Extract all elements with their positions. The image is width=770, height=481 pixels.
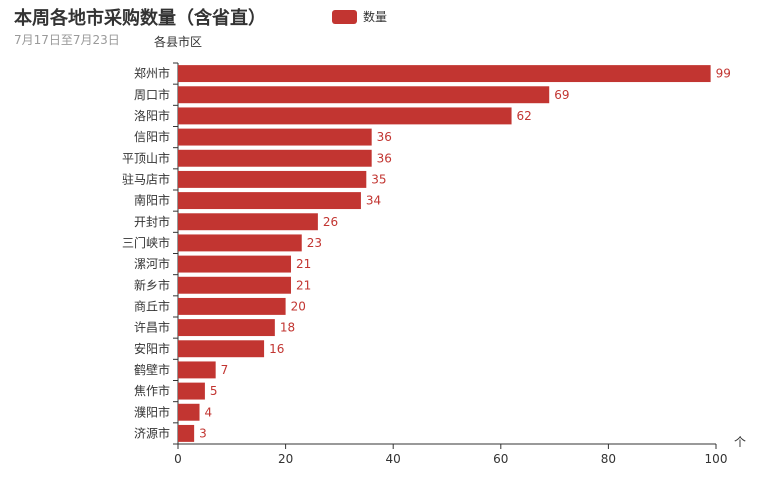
data-label: 26 [323, 215, 338, 229]
y-tick-label: 三门峡市 [122, 235, 170, 250]
bar[interactable] [178, 234, 302, 252]
bar[interactable] [178, 403, 200, 421]
bar[interactable] [178, 170, 367, 188]
bar[interactable] [178, 192, 361, 210]
data-label: 69 [554, 88, 569, 102]
y-tick-label: 安阳市 [134, 341, 170, 356]
y-tick-label: 焦作市 [134, 383, 170, 398]
data-label: 34 [366, 194, 381, 208]
data-label: 20 [291, 299, 306, 313]
y-tick-label: 开封市 [134, 214, 170, 229]
bar[interactable] [178, 255, 291, 273]
bar[interactable] [178, 149, 372, 167]
bar[interactable] [178, 319, 275, 337]
data-label: 21 [296, 257, 311, 271]
bar[interactable] [178, 361, 216, 379]
chart-title: 本周各地市采购数量（含省直） [14, 8, 266, 29]
x-tick-label: 0 [174, 452, 182, 466]
scroll-up-icon[interactable]: 个 [734, 435, 746, 449]
y-tick-label: 驻马店市 [122, 171, 170, 186]
data-label: 18 [280, 321, 295, 335]
bar[interactable] [178, 382, 205, 400]
y-tick-label: 南阳市 [134, 193, 170, 208]
bar[interactable] [178, 213, 318, 231]
y-tick-label: 信阳市 [134, 129, 170, 144]
bar[interactable] [178, 340, 265, 358]
y-tick-label: 洛阳市 [134, 108, 170, 123]
data-label: 16 [269, 342, 284, 356]
y-tick-label: 郑州市 [134, 66, 170, 81]
bar[interactable] [178, 128, 372, 146]
legend[interactable]: 数量 [332, 8, 387, 25]
y-tick-label: 周口市 [134, 87, 170, 102]
y-tick-label: 平顶山市 [122, 150, 170, 165]
legend-label[interactable]: 数量 [363, 10, 388, 24]
bar[interactable] [178, 107, 512, 125]
data-label: 21 [296, 278, 311, 292]
bar[interactable] [178, 276, 291, 294]
x-tick-label: 80 [601, 452, 616, 466]
y-tick-label: 濮阳市 [134, 404, 170, 419]
data-label: 5 [210, 384, 218, 398]
x-tick-label: 20 [278, 452, 293, 466]
data-label: 36 [377, 130, 392, 144]
data-label: 7 [221, 363, 229, 377]
chart-subtitle: 7月17日至7月23日 [14, 33, 120, 47]
bar[interactable] [178, 86, 550, 104]
data-label: 4 [205, 405, 213, 419]
data-label: 99 [716, 67, 731, 81]
y-axis: 郑州市周口市洛阳市信阳市平顶山市驻马店市南阳市开封市三门峡市漯河市新乡市商丘市许… [122, 62, 179, 445]
data-label: 3 [199, 426, 207, 440]
bar[interactable] [178, 297, 286, 315]
y-tick-label: 许昌市 [134, 320, 170, 335]
x-axis: 0 20 40 60 80 100 [174, 443, 728, 466]
bar[interactable] [178, 424, 195, 442]
x-tick-label: 40 [386, 452, 401, 466]
data-label: 35 [371, 172, 386, 186]
y-axis-title: 各县市区 [154, 34, 202, 49]
x-tick-label: 100 [705, 452, 728, 466]
legend-swatch[interactable] [332, 9, 357, 24]
bars [178, 65, 711, 442]
y-tick-label: 商丘市 [134, 298, 170, 313]
bar[interactable] [178, 65, 711, 83]
y-tick-label: 漯河市 [134, 256, 170, 271]
y-tick-label: 新乡市 [134, 277, 170, 292]
y-tick-label: 济源市 [134, 425, 170, 440]
data-label: 62 [517, 109, 532, 123]
x-tick-label: 60 [493, 452, 508, 466]
y-tick-label: 鹤壁市 [134, 362, 170, 377]
data-label: 23 [307, 236, 322, 250]
data-label: 36 [377, 151, 392, 165]
